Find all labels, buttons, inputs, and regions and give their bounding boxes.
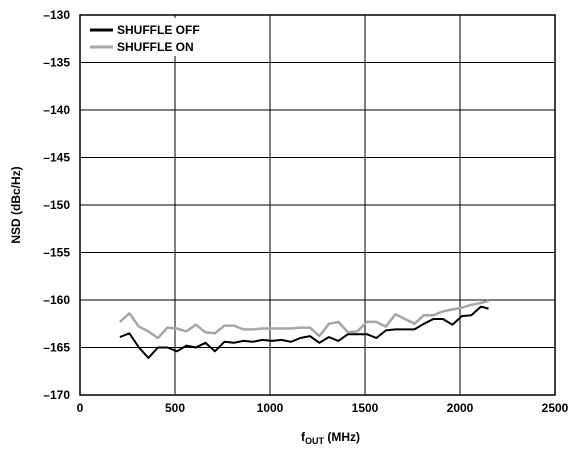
- legend: SHUFFLE OFF SHUFFLE ON: [84, 18, 264, 56]
- x-tick-label: 1000: [257, 401, 284, 415]
- y-tick-label: –155: [43, 246, 70, 260]
- y-axis-tick-labels: –130 –135 –140 –145 –150 –155 –160 –165 –170: [43, 8, 70, 402]
- series-line-shuffle-on: [119, 299, 489, 340]
- y-axis-title: NSD (dBc/Hz): [9, 166, 23, 243]
- legend-background: [84, 18, 264, 56]
- x-axis-title-base: f: [301, 430, 306, 444]
- y-tick-label: –135: [43, 56, 70, 70]
- x-tick-label: 2500: [542, 401, 569, 415]
- data-series: [119, 299, 489, 359]
- series-line-shuffle-off: [119, 305, 489, 359]
- x-tick-label: 0: [77, 401, 84, 415]
- x-axis-title-subscript: OUT: [305, 436, 325, 446]
- y-tick-label: –170: [43, 388, 70, 402]
- legend-label-shuffle-off: SHUFFLE OFF: [117, 23, 200, 37]
- legend-label-shuffle-on: SHUFFLE ON: [117, 40, 194, 54]
- x-tick-label: 500: [165, 401, 185, 415]
- x-axis-title-suffix: (MHz): [324, 430, 360, 444]
- y-tick-label: –145: [43, 151, 70, 165]
- y-tick-label: –140: [43, 103, 70, 117]
- x-tick-label: 1500: [352, 401, 379, 415]
- y-tick-label: –150: [43, 198, 70, 212]
- x-axis-title: fOUT (MHz): [301, 430, 360, 446]
- x-axis-tick-labels: 0 500 1000 1500 2000 2500: [77, 401, 569, 415]
- grid-lines: [79, 14, 556, 396]
- y-tick-label: –130: [43, 8, 70, 22]
- y-tick-label: –160: [43, 293, 70, 307]
- x-tick-label: 2000: [447, 401, 474, 415]
- y-tick-label: –165: [43, 341, 70, 355]
- plot-area-frame: [79, 14, 556, 396]
